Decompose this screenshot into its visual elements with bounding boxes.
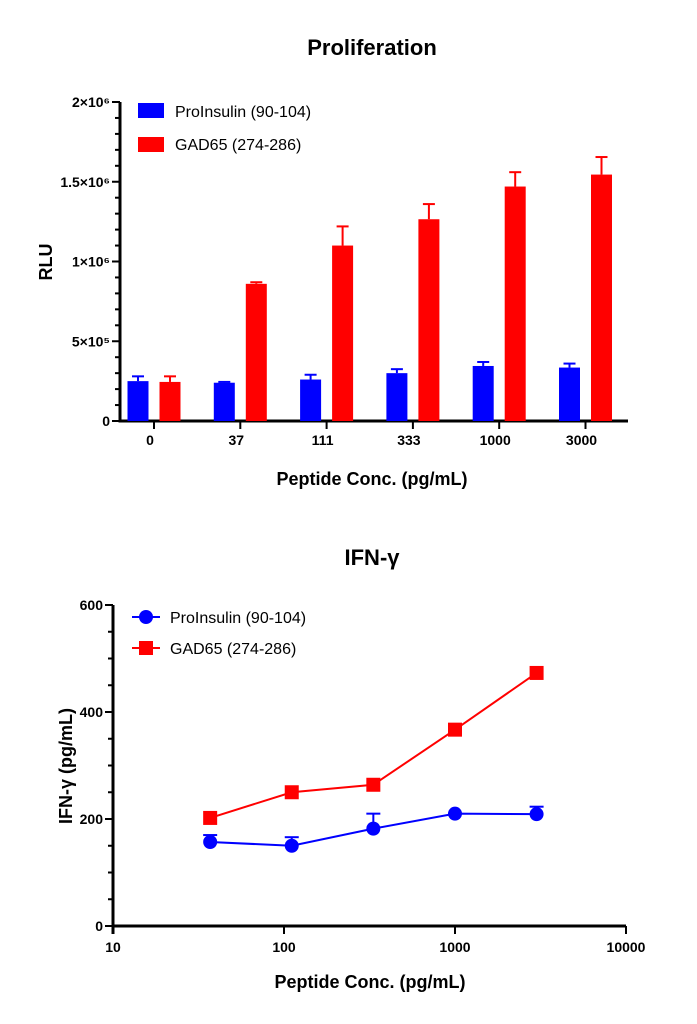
chart1-xlabel: Peptide Conc. (pg/mL) — [277, 469, 468, 489]
chart2-legend-marker-gad65 — [139, 641, 153, 655]
chart2-legend-gad65: GAD65 (274-286) — [170, 641, 296, 658]
chart2-point — [366, 777, 381, 792]
chart1-bar — [245, 283, 267, 421]
chart2-series-line — [209, 672, 538, 819]
chart2-point — [203, 810, 218, 825]
chart1-title: Proliferation — [307, 35, 437, 60]
chart1-x-tick-label: 111 — [312, 432, 334, 448]
chart2-y-tick-label: 400 — [80, 704, 104, 720]
chart2-point — [366, 821, 381, 836]
chart1-plot: 0 5×10⁵ 1×10⁶ 1.5×10⁶ 2×10⁶ 0 37 111 333 1000 3000 — [60, 94, 628, 448]
chart1-bar — [159, 381, 181, 421]
chart1-y-tick-label: 1.5×10⁶ — [60, 174, 110, 190]
chart1-x-tick-label: 1000 — [480, 432, 511, 448]
chart2-title: IFN-γ — [345, 545, 401, 570]
chart2-point — [529, 807, 544, 822]
chart2-y-tick-label: 600 — [80, 597, 104, 613]
chart2-point — [529, 665, 544, 680]
chart2-x-tick-label: 1000 — [439, 939, 470, 955]
chart2-y-tick-label: 200 — [80, 811, 104, 827]
chart1-x-tick-label: 0 — [146, 432, 154, 448]
chart2-point — [203, 835, 218, 850]
chart1-legend-gad65: GAD65 (274-286) — [175, 137, 301, 154]
chart1-bar — [300, 379, 322, 421]
chart2-y-tick-label: 0 — [95, 918, 103, 934]
chart1-x-tick-label: 333 — [397, 432, 421, 448]
chart2-legend-marker-proinsulin — [139, 610, 153, 624]
chart1-bar — [591, 174, 612, 421]
chart1-bar — [504, 186, 526, 421]
chart1-bar — [332, 245, 354, 421]
chart2-x-tick-label: 100 — [272, 939, 296, 955]
chart1-y-tick-label: 5×10⁵ — [72, 333, 110, 349]
chart1-legend-proinsulin: ProInsulin (90-104) — [175, 104, 311, 121]
chart2-x-tick-label: 10000 — [607, 939, 646, 955]
chart1-bar — [418, 219, 440, 421]
chart1-legend-swatch-gad65 — [138, 137, 164, 152]
chart1-bar — [472, 365, 494, 421]
chart1-bar — [127, 381, 149, 421]
chart1-y-tick-label: 1×10⁶ — [72, 254, 110, 270]
chart1-y-tick-label: 2×10⁶ — [72, 94, 110, 110]
chart1-bar — [559, 367, 580, 421]
chart2-ylabel: IFN-γ (pg/mL) — [56, 708, 76, 824]
chart2-point — [448, 806, 462, 821]
chart2-point — [448, 722, 462, 737]
chart1-bar — [386, 373, 408, 421]
chart2-point — [284, 785, 299, 800]
chart2-plot: 0 200 400 600 10 100 1000 10000 — [80, 597, 646, 955]
chart1-ylabel: RLU — [36, 244, 56, 281]
chart1-bar — [213, 382, 235, 421]
chart2-legend-proinsulin: ProInsulin (90-104) — [170, 610, 306, 627]
chart1-x-tick-label: 3000 — [566, 432, 597, 448]
chart1-y-tick-label: 0 — [102, 413, 110, 429]
chart1-x-tick-label: 37 — [229, 432, 245, 448]
chart2-xlabel: Peptide Conc. (pg/mL) — [275, 972, 466, 992]
chart1-legend-swatch-proinsulin — [138, 103, 164, 118]
chart2-point — [284, 838, 299, 853]
chart2-x-tick-label: 10 — [105, 939, 121, 955]
